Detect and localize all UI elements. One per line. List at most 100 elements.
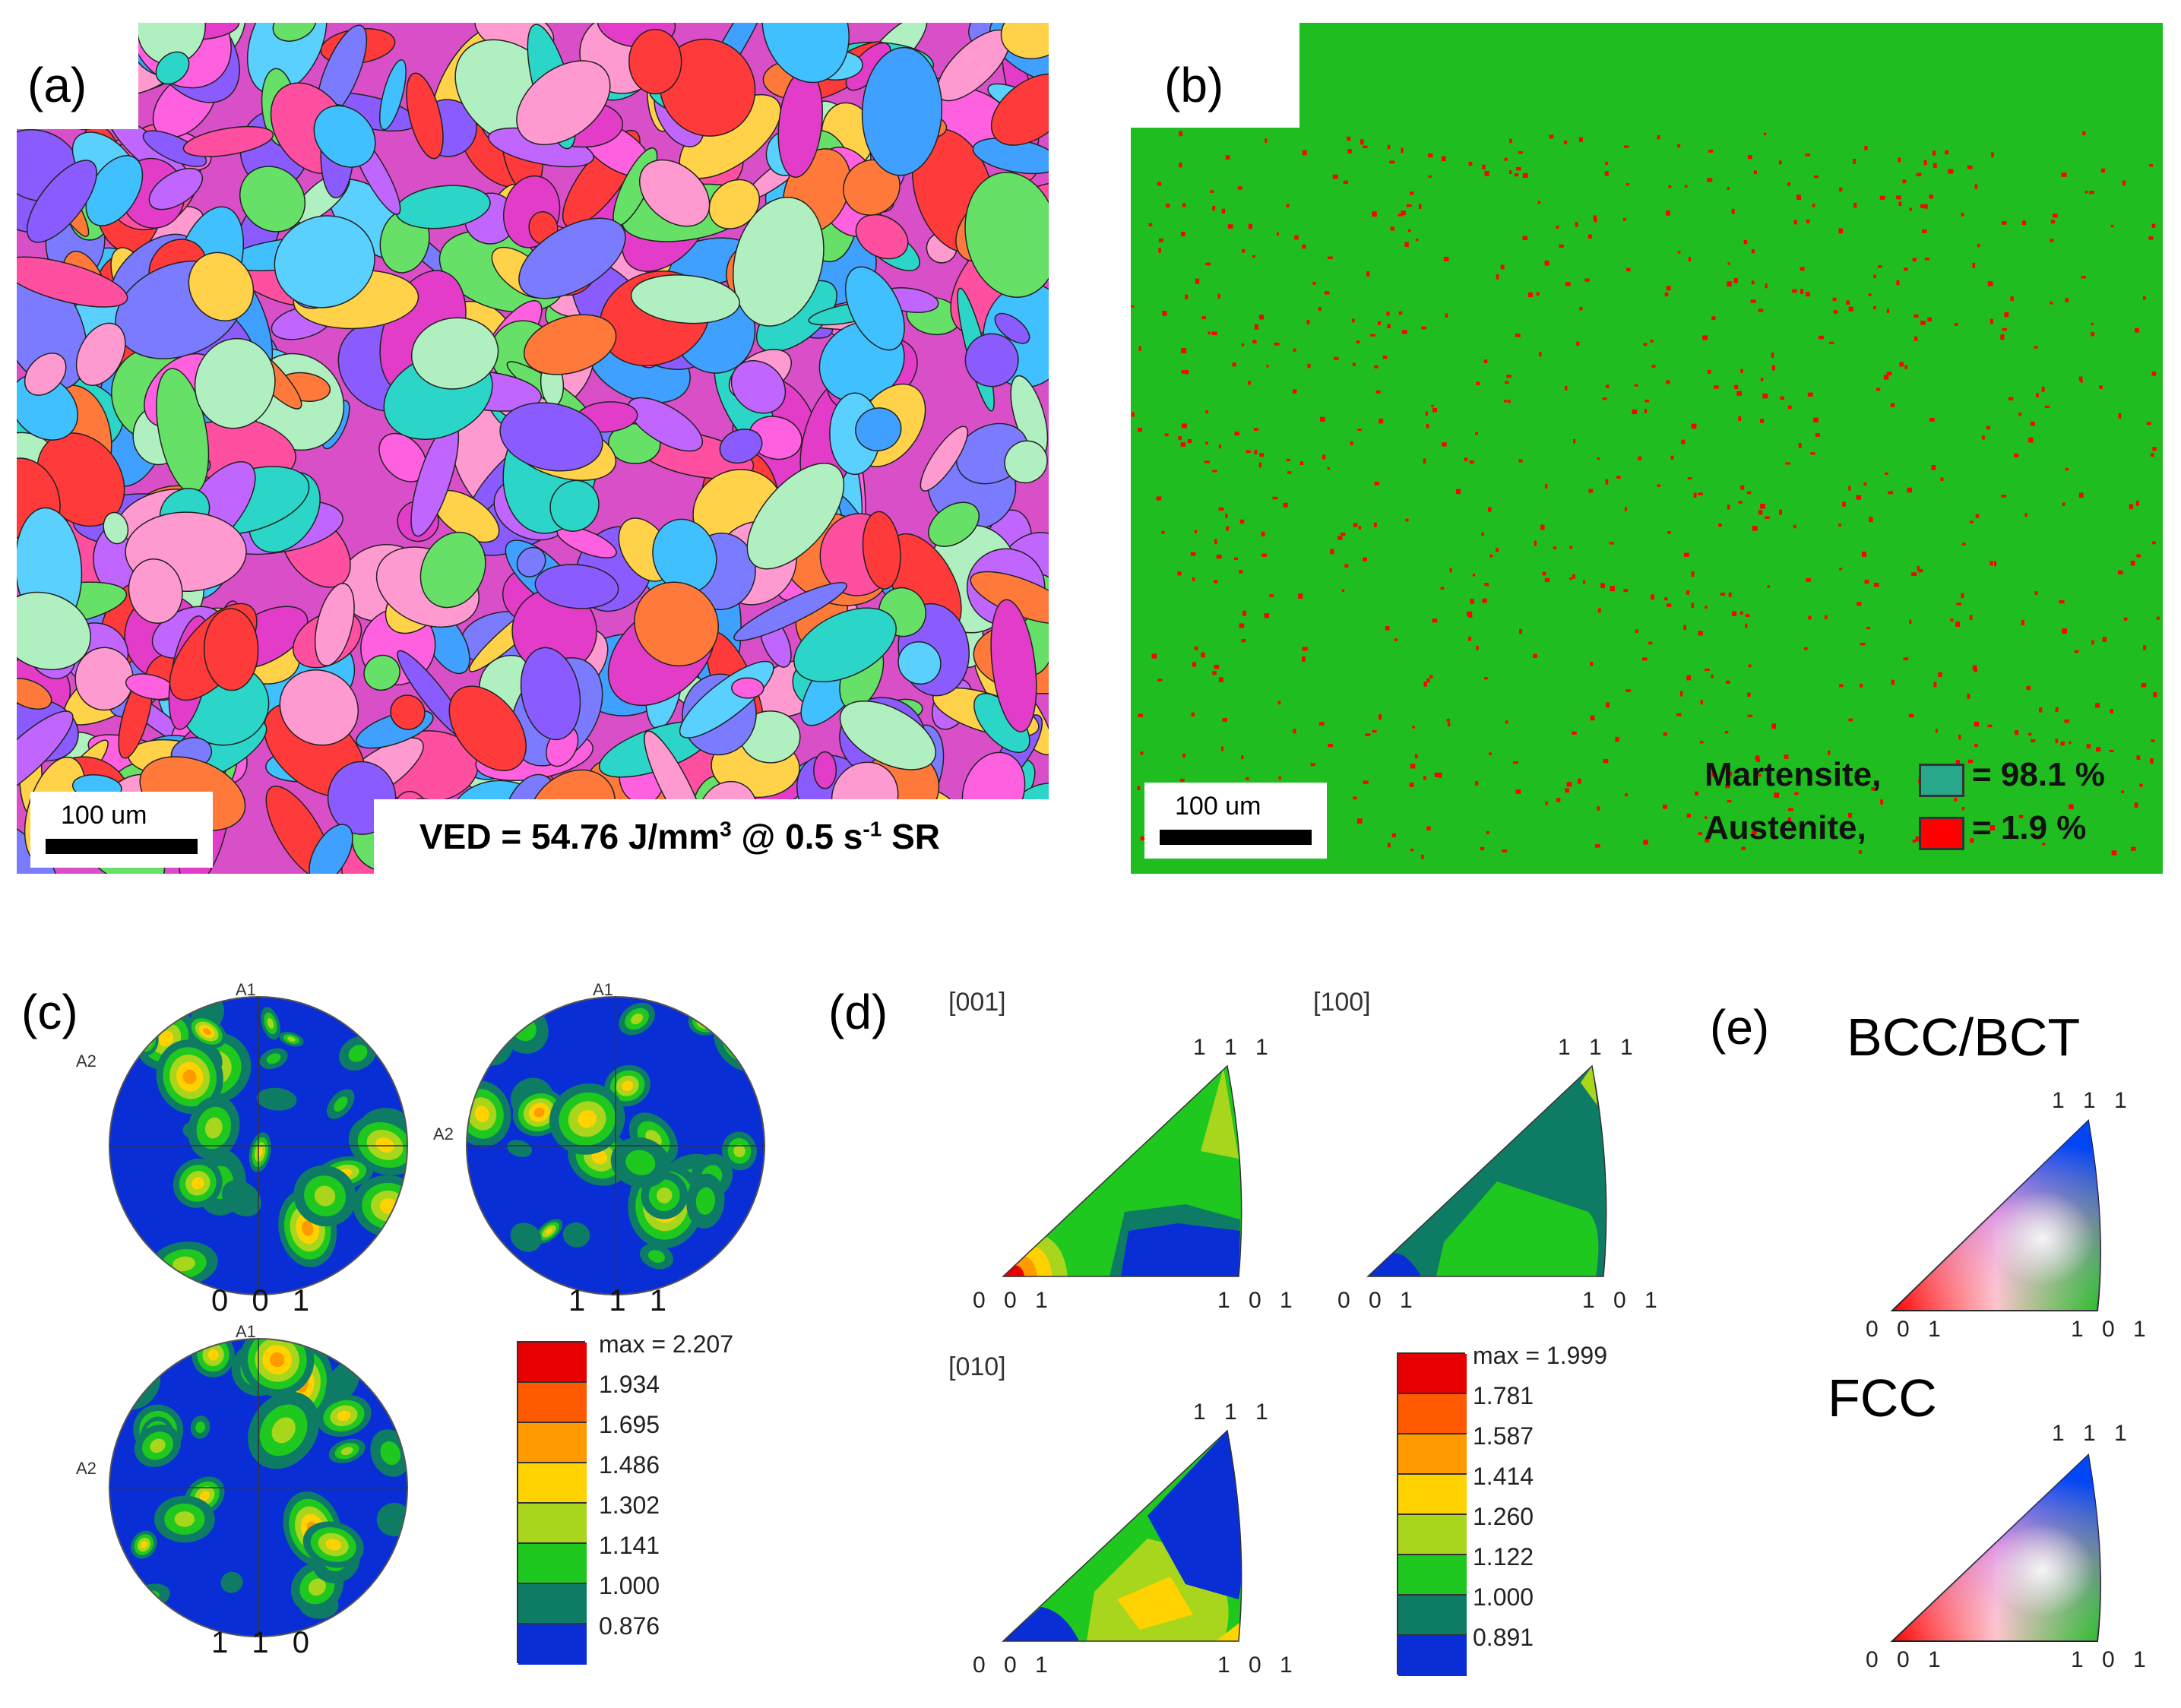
contour-level [174, 1511, 195, 1527]
contour-level [308, 1578, 326, 1596]
austenite-dot [1398, 311, 1403, 315]
grain [638, 159, 711, 227]
grain [746, 463, 845, 570]
austenite-dot [1421, 326, 1426, 330]
austenite-dot [2060, 742, 2065, 746]
austenite-dot [1853, 159, 1857, 164]
austenite-dot [1455, 489, 1461, 495]
austenite-dot [1401, 330, 1407, 334]
austenite-dot [1484, 170, 1489, 176]
contour-level [380, 1441, 400, 1466]
pf-110-plot [109, 1338, 408, 1637]
grain [990, 73, 1049, 146]
austenite-dot [1738, 501, 1743, 504]
austenite-dot [1575, 222, 1578, 227]
contour-level [192, 1177, 204, 1190]
austenite-dot [1516, 166, 1521, 171]
austenite-dot [1705, 668, 1710, 672]
austenite-dot [1643, 343, 1648, 346]
grain [17, 374, 79, 441]
scale-bar-a-text: 100 um [61, 801, 147, 830]
legend-c-v1: 1.695 [599, 1411, 660, 1438]
austenite-dot [1600, 583, 1605, 589]
grain [203, 608, 259, 691]
austenite-dot [1404, 242, 1409, 248]
austenite-dot [1898, 157, 1901, 163]
austenite-dot [2095, 703, 2100, 708]
ipf-contour-region [1368, 1253, 1421, 1276]
grain [390, 694, 426, 730]
grain [128, 558, 183, 625]
austenite-dot [2122, 180, 2126, 186]
austenite-dot [1356, 340, 1360, 344]
grain [862, 511, 901, 590]
austenite-dot [1181, 232, 1185, 237]
austenite-dot [1332, 174, 1338, 179]
austenite-dot [1443, 257, 1449, 261]
grain [719, 429, 763, 464]
austenite-dot [2062, 628, 2067, 634]
grain [1004, 440, 1048, 484]
austenite-dot [1486, 830, 1489, 834]
austenite-dot [1579, 306, 1583, 311]
austenite-dot [1871, 787, 1876, 791]
austenite-dot [1625, 689, 1632, 692]
austenite-dot [1401, 210, 1406, 216]
austenite-dot [1878, 264, 1882, 268]
austenite-dot [1212, 470, 1217, 473]
austenite-dot [1138, 427, 1142, 432]
austenite-dot [2059, 599, 2065, 604]
austenite-dot [1604, 171, 1609, 176]
austenite-dot [2080, 379, 2083, 383]
austenite-dot [1708, 150, 1714, 153]
grain [813, 751, 837, 789]
austenite-dot [1664, 292, 1669, 297]
austenite-dot [2078, 376, 2083, 381]
austenite-dot [1704, 816, 1708, 819]
austenite-dot [1426, 826, 1431, 830]
grain [279, 669, 359, 746]
austenite-dot [1227, 224, 1233, 229]
fcc-color-key [1890, 1453, 2101, 1642]
contour-level [138, 1029, 150, 1045]
austenite-dot [1969, 615, 1973, 620]
austenite-dot [1948, 169, 1954, 174]
austenite-dot [1626, 267, 1631, 272]
austenite-dot [1909, 619, 1912, 625]
austenite-dot [2130, 561, 2135, 566]
austenite-dot [1239, 519, 1245, 524]
ipf-contour-region [1117, 1577, 1193, 1630]
austenite-dot [1539, 352, 1542, 357]
austenite-dot [1398, 214, 1404, 217]
austenite-dot [1638, 456, 1642, 460]
austenite-dot [1945, 150, 1949, 155]
austenite-dot [1771, 353, 1774, 358]
austenite-dot [1916, 172, 1922, 176]
austenite-dot [1382, 356, 1388, 359]
austenite-dot [1363, 145, 1368, 148]
legend-c-v6: 0.876 [599, 1612, 660, 1640]
austenite-dot [1890, 403, 1895, 407]
phase-legend: Martensite, = 98.1 % Austenite, = 1.9 % [1705, 756, 2145, 862]
austenite-dot [1379, 419, 1384, 424]
austenite-dot [1181, 370, 1185, 374]
austenite-dot [1666, 210, 1670, 216]
austenite-dot [1718, 523, 1722, 527]
contour-level [340, 1447, 353, 1456]
austenite-dot [2014, 453, 2019, 457]
austenite-dot [1374, 482, 1380, 486]
austenite-dot [2050, 220, 2056, 224]
austenite-dot [2039, 707, 2043, 713]
austenite-dot [2036, 393, 2039, 397]
austenite-dot [1341, 533, 1346, 536]
grain [148, 167, 204, 210]
legend-d-v0: 1.781 [1473, 1382, 1534, 1409]
contour-level [141, 1541, 147, 1548]
austenite-dot [2031, 739, 2036, 742]
austenite-dot [2150, 758, 2154, 764]
legend-c-v4: 1.141 [599, 1532, 660, 1559]
grain [406, 72, 444, 160]
austenite-dot [1182, 203, 1186, 207]
austenite-dot [1874, 582, 1879, 587]
ipf-010-direction: [010] [948, 1352, 1006, 1381]
